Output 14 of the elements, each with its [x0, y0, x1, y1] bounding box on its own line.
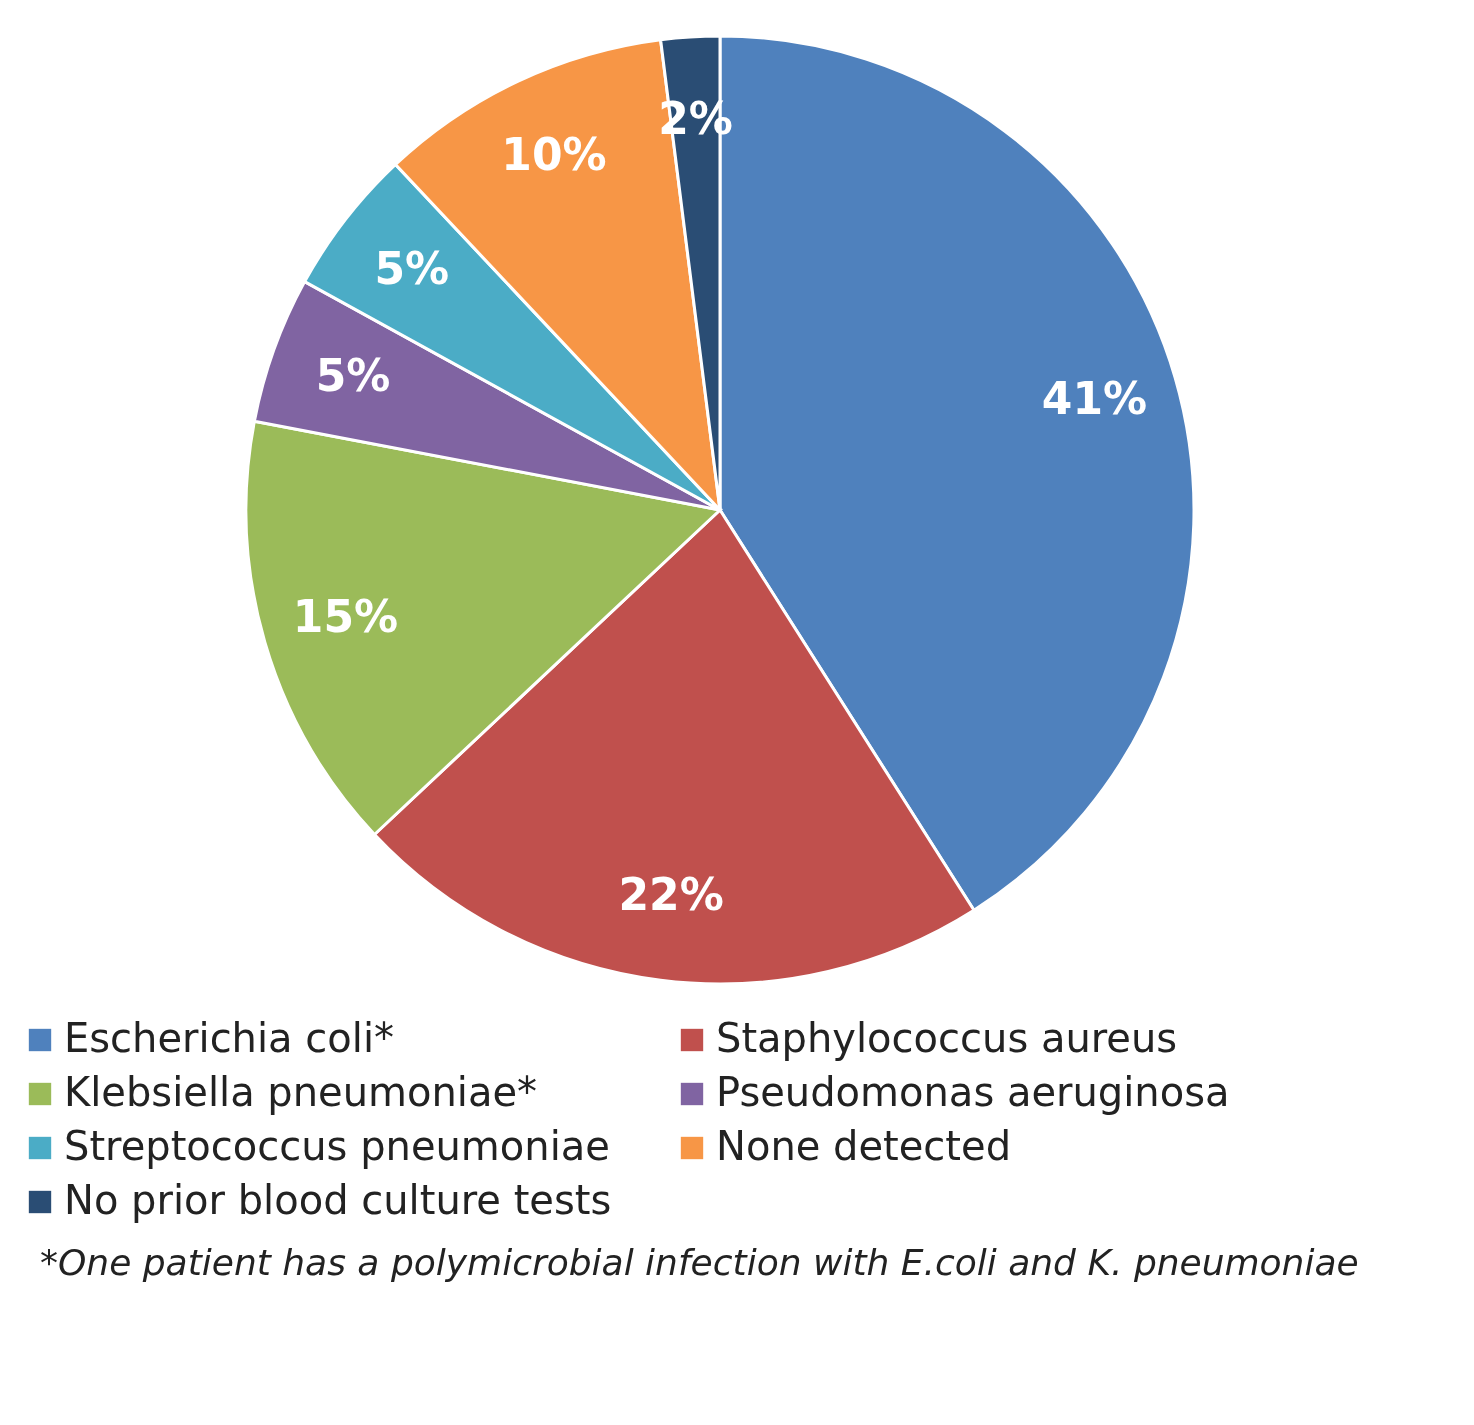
- data-label: 22%: [618, 868, 724, 920]
- legend-label: No prior blood culture tests: [64, 1177, 612, 1223]
- legend-label: None detected: [716, 1123, 1012, 1169]
- legend-label: Escherichia coli*: [64, 1015, 394, 1061]
- text: *One patient has a polymicrobial infection with E.coli and K. pneumoniae: [40, 1242, 1360, 1283]
- data-label: 41%: [1041, 373, 1148, 425]
- data-label: 5%: [374, 242, 450, 294]
- data-label: 15%: [292, 590, 399, 642]
- legend-label: Streptococcus pneumoniae: [64, 1123, 610, 1169]
- data-label: 5%: [315, 349, 391, 401]
- legend-label: Klebsiella pneumoniae*: [64, 1069, 538, 1115]
- legend-label: Pseudomonas aeruginosa: [716, 1069, 1230, 1115]
- data-label: 10%: [501, 129, 607, 181]
- legend-label: Staphylococcus aureus: [716, 1015, 1178, 1061]
